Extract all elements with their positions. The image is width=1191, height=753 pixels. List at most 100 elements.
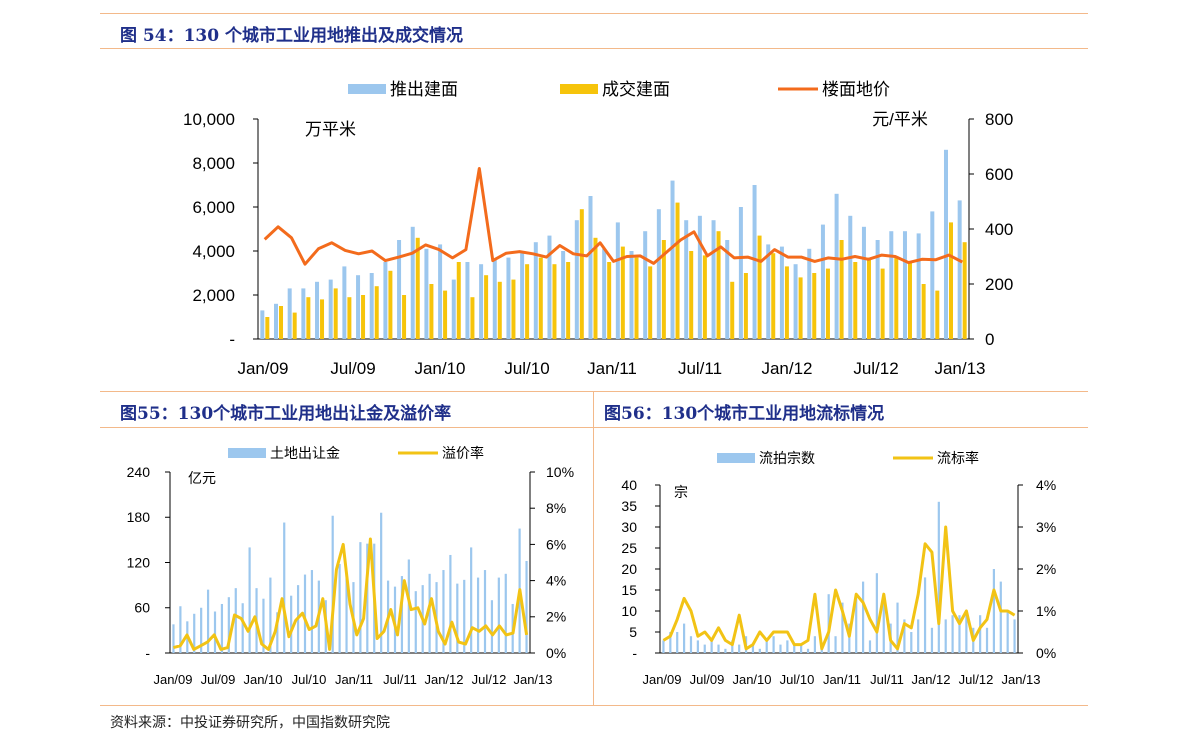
fig56-bar-a [882, 594, 885, 653]
fig56-bar-a [786, 640, 789, 653]
fig54-bar-b [525, 264, 530, 339]
fig55-bar-a [193, 613, 196, 653]
fig55-x-tick-label: Jul/11 [383, 672, 417, 687]
fig54-bar-b [388, 270, 393, 339]
fig54-y-right-tick-label: 200 [985, 275, 1013, 294]
fig54-bar-b [866, 257, 871, 339]
fig54-bar-b [443, 290, 448, 339]
fig55-y-right-tick-label: 6% [546, 536, 566, 552]
fig54-bar-a [410, 226, 415, 339]
fig56-y-left-tick-label: 5 [629, 624, 637, 640]
fig55-bar-a [227, 597, 230, 653]
fig55-y-right-tick-label: 4% [546, 573, 566, 589]
fig54-bar-a [260, 310, 265, 339]
fig55-bar-a [414, 591, 417, 653]
fig55-bar-a [248, 547, 251, 653]
fig56-title: 图56：130个城市工业用地流标情况 [604, 404, 885, 424]
fig55-bar-a [400, 576, 404, 653]
fig54-bar-a [889, 231, 894, 339]
fig54-bar-a [615, 222, 620, 339]
fig56-bar-a [917, 619, 920, 653]
fig56-legend-label: 流拍宗数 [759, 450, 815, 466]
fig56-y-left-tick-label: 10 [621, 603, 637, 619]
fig54-bar-a [315, 281, 320, 339]
fig56-bar-a [861, 581, 865, 653]
fig56-bar-a [910, 632, 913, 653]
fig56-bar-a [689, 636, 693, 653]
fig54-x-tick-label: Jan/12 [761, 359, 812, 378]
fig55-bar-a [380, 512, 383, 653]
fig54-bar-a [902, 231, 907, 339]
fig55-title: 图55：130个城市工业用地出让金及溢价率 [120, 404, 452, 424]
fig54-bar-b [347, 297, 352, 339]
fig54-legend-label: 楼面地价 [822, 80, 890, 99]
fig54-bar-a [274, 303, 279, 339]
fig55-x-tick-label: Jan/10 [243, 672, 282, 687]
fig55-x-tick-label: Jul/09 [201, 672, 236, 687]
fig54-bar-b [429, 284, 434, 339]
fig54-bar-b [620, 246, 625, 339]
fig55-bar-a [366, 543, 369, 653]
fig54-bar-b [907, 262, 912, 339]
fig55-bar-a [179, 606, 182, 653]
fig54-legend-swatch [560, 84, 598, 94]
fig54-bar-b [634, 257, 639, 339]
fig54-bar-b [415, 237, 420, 339]
fig56-bar-a [999, 581, 1002, 653]
fig56-bar-a [868, 640, 872, 653]
fig56-x-tick-label: Jul/11 [870, 672, 904, 687]
fig55-y-left-tick-label: 120 [127, 554, 151, 570]
fig54-bar-a [356, 275, 361, 339]
fig54-bar-a [752, 185, 757, 339]
fig54-bar-a [383, 262, 388, 339]
fig54-bar-a [957, 200, 962, 339]
fig55-bar-a [442, 570, 445, 653]
fig54-bar-a [520, 253, 525, 339]
fig56-bar-a [937, 501, 940, 653]
fig55-x-tick-label: Jul/10 [292, 672, 327, 687]
fig54-bar-b [894, 257, 899, 339]
fig54-bar-a [629, 251, 634, 339]
fig56-bar-a [710, 640, 713, 653]
fig55-legend-swatch [228, 448, 266, 458]
fig54-bar-b [730, 281, 735, 339]
fig54-bar-b [511, 279, 516, 339]
fig56-y-left-tick-label: 15 [621, 582, 637, 598]
fig54-bar-a [328, 279, 333, 339]
fig54-bar-a [301, 288, 306, 339]
fig56-bar-a [979, 615, 982, 653]
fig54-bar-b [675, 202, 680, 339]
fig54-y-left-tick-label: 8,000 [192, 154, 235, 173]
fig54-y-left-tick-label: 6,000 [192, 198, 235, 217]
fig54-bar-b [552, 264, 557, 339]
fig56-x-tick-label: Jan/12 [911, 672, 950, 687]
fig55-bar-a [483, 570, 487, 653]
fig56-bar-a [834, 636, 837, 653]
fig54-bar-b [374, 286, 379, 339]
fig54-legend-swatch [348, 84, 386, 94]
fig56-y-left-tick-label: 20 [621, 561, 637, 577]
fig56-bar-a [985, 627, 989, 653]
fig54-y-right-tick-label: 600 [985, 165, 1013, 184]
fig54-y-right-tick-label: 0 [985, 330, 994, 349]
fig55-bar-a [497, 577, 500, 653]
fig56-bar-a [923, 577, 927, 653]
fig55-bar-a [338, 564, 341, 653]
fig55-bar-a [172, 624, 175, 653]
fig55-x-tick-label: Jan/09 [153, 672, 192, 687]
fig56-x-tick-label: Jan/13 [1001, 672, 1040, 687]
fig56-bar-a [800, 644, 803, 653]
fig55-y-left-tick-label: - [145, 645, 150, 661]
fig54-x-tick-label: Jan/11 [587, 359, 637, 378]
fig55-bar-a [428, 573, 431, 653]
fig56-x-tick-label: Jan/10 [732, 672, 771, 687]
fig55-y-left-tick-label: 60 [134, 600, 150, 616]
fig55-legend-label: 溢价率 [442, 445, 484, 461]
fig54-y-left-unit: 万平米 [305, 120, 356, 139]
fig55-x-tick-label: Jan/13 [513, 672, 552, 687]
fig54-line-series [263, 167, 963, 266]
fig54-x-tick-label: Jan/13 [934, 359, 985, 378]
fig55-bar-a [269, 577, 272, 653]
fig56-bar-a [758, 648, 761, 653]
fig56-y-left-tick-label: - [632, 645, 637, 661]
